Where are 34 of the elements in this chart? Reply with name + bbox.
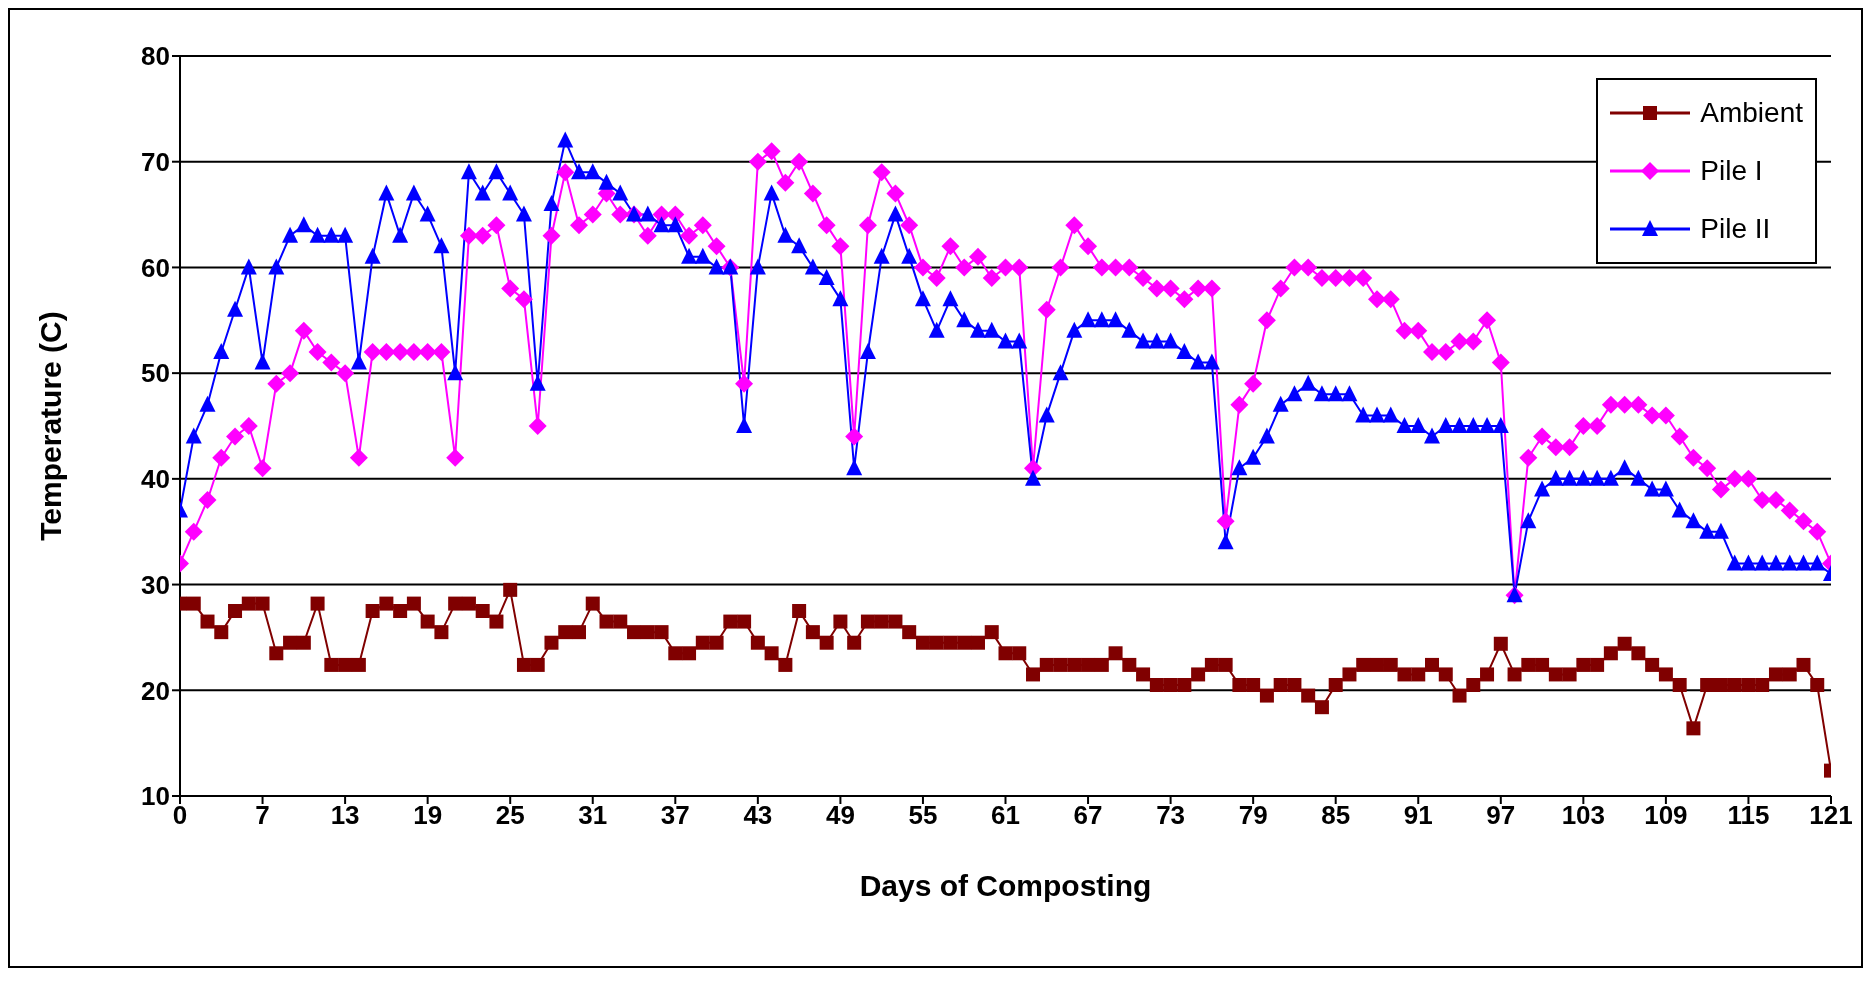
legend-label: Pile I	[1700, 154, 1763, 188]
y-tick-label: 60	[141, 252, 170, 283]
x-tick-label: 37	[660, 800, 690, 831]
x-axis-title: Days of Composting	[859, 869, 1152, 902]
x-tick-label: 73	[1156, 800, 1186, 831]
x-tick-label: 19	[413, 800, 443, 831]
x-tick-label: 79	[1238, 800, 1268, 831]
y-tick-label: 70	[141, 146, 170, 177]
legend-label: Ambient	[1700, 96, 1803, 130]
x-tick-label: 25	[495, 800, 525, 831]
x-tick-label: 55	[908, 800, 938, 831]
x-tick-label: 85	[1321, 800, 1351, 831]
y-tick-label: 10	[141, 781, 170, 812]
x-tick-label: 31	[578, 800, 608, 831]
y-tick-label: 30	[141, 569, 170, 600]
x-tick-label: 49	[825, 800, 855, 831]
y-axis-title: Temperature (C)	[33, 311, 67, 541]
x-tick-label: 67	[1073, 800, 1103, 831]
x-tick-label: 0	[172, 800, 188, 831]
x-tick-label: 121	[1809, 800, 1853, 831]
y-tick-label: 40	[141, 464, 170, 495]
y-tick-label: 80	[141, 41, 170, 72]
legend-label: Pile II	[1700, 212, 1771, 246]
x-tick-label: 103	[1561, 800, 1606, 831]
x-tick-label: 115	[1727, 800, 1770, 831]
x-tick-label: 43	[743, 800, 773, 831]
x-tick-label: 61	[991, 800, 1020, 831]
y-tick-label: 50	[141, 358, 170, 389]
x-tick-label: 91	[1403, 800, 1433, 831]
x-tick-label: 97	[1486, 800, 1516, 831]
x-tick-label: 109	[1644, 800, 1688, 831]
x-tick-label: 13	[330, 800, 360, 831]
y-tick-label: 20	[141, 675, 170, 706]
x-tick-label: 7	[255, 800, 270, 831]
